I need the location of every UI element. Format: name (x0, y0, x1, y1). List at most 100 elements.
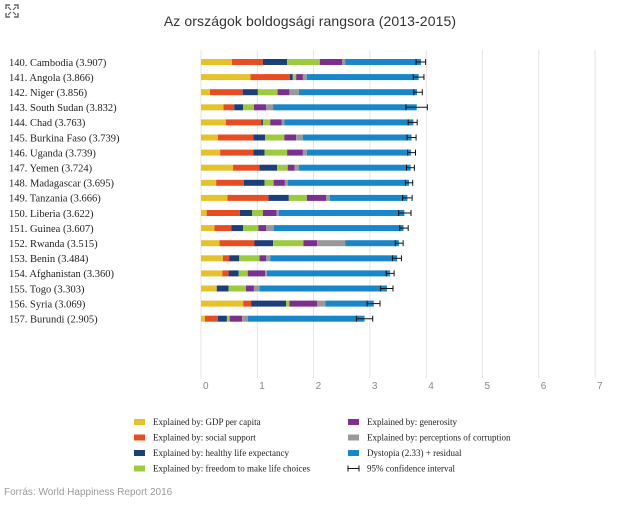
bar-segment (306, 194, 326, 201)
bar-segment (254, 240, 274, 247)
category-label: 143. South Sudan (3.832) (9, 103, 117, 114)
x-tick-label: 3 (372, 381, 378, 392)
legend-swatch (348, 450, 359, 456)
bar-segment (201, 59, 232, 65)
bar-segment (276, 210, 279, 216)
bar-segment (273, 179, 285, 186)
bar-segment (231, 225, 244, 232)
bar-segment (294, 164, 299, 171)
bar-segment (201, 270, 223, 277)
bar-segment (287, 59, 320, 65)
bar-segment (243, 104, 254, 111)
bar-segment (273, 104, 417, 111)
bar-segment (242, 89, 258, 96)
bar-segment (201, 149, 221, 156)
x-tick-label: 7 (597, 381, 603, 392)
bar-segment (247, 315, 365, 322)
category-label: 155. Togo (3.303) (9, 284, 85, 295)
bar-segment (266, 104, 274, 111)
bar-segment (201, 300, 244, 307)
bar-segment (259, 285, 387, 292)
bar-segment (201, 210, 207, 216)
bar-segment (216, 179, 244, 186)
bar-segment (257, 89, 278, 96)
category-label: 145. Burkina Faso (3.739) (9, 133, 120, 144)
bar-segment (266, 225, 274, 232)
x-tick-label: 1 (259, 381, 265, 392)
category-label: 156. Syria (3.069) (9, 299, 86, 310)
category-label: 148. Madagascar (3.695) (9, 179, 114, 190)
bar-segment (229, 255, 240, 262)
bar-segment (284, 179, 288, 186)
bar-segment (201, 179, 217, 186)
bar-segment (253, 134, 266, 141)
bar-segment (210, 89, 243, 96)
bar-segment (217, 315, 227, 322)
legend-swatch (134, 465, 145, 472)
bar-segment (306, 74, 419, 81)
bar-segment (252, 210, 263, 216)
bar-segment (225, 119, 262, 126)
bar-segment (288, 194, 307, 201)
bar-segment (273, 240, 304, 247)
legend-swatch (134, 434, 145, 441)
bar-segment (233, 164, 260, 171)
bar-segment (287, 149, 303, 156)
bar-segment (231, 59, 263, 65)
bar-segment (302, 74, 307, 81)
bar-segment (270, 255, 398, 262)
bar-segment (289, 300, 317, 307)
bar-segment (325, 194, 330, 201)
bar-segment (226, 315, 230, 322)
bar-segment (273, 225, 404, 232)
bar-segment (292, 74, 297, 81)
bar-segment (201, 164, 234, 171)
bar-segment (206, 210, 240, 216)
bar-segment (302, 149, 307, 156)
bar-segment (201, 104, 224, 111)
expand-icon[interactable] (4, 3, 20, 19)
bar-segment (201, 315, 205, 322)
category-label: 153. Benin (3.484) (9, 254, 89, 265)
bar-segment (258, 225, 267, 232)
bar-segment (201, 194, 228, 201)
bar-segment (243, 179, 265, 186)
bar-segment (201, 89, 211, 96)
bar-segment (250, 74, 290, 81)
x-tick-label: 5 (485, 381, 491, 392)
legend-swatch (134, 450, 145, 456)
bar-segment (262, 59, 288, 65)
bar-segment (201, 74, 251, 81)
bar-segment (298, 89, 417, 96)
bar-segment (265, 134, 285, 141)
bar-segment (259, 255, 267, 262)
bar-segment (259, 164, 278, 171)
legend-label: 95% confidence interval (367, 464, 455, 474)
bar-segment (253, 149, 265, 156)
bar-segment (217, 134, 254, 141)
bar-segment (287, 179, 410, 186)
bar-segment (247, 270, 266, 277)
bar-segment (289, 89, 299, 96)
bar-segment (262, 210, 277, 216)
bar-segment (277, 164, 288, 171)
bar-segment (296, 134, 303, 141)
category-label: 149. Tanzania (3.666) (9, 194, 101, 205)
bar-segment (219, 240, 255, 247)
bar-segment (302, 134, 412, 141)
bar-segment (342, 59, 346, 65)
category-label: 150. Liberia (3.622) (9, 209, 94, 220)
bar-segment (238, 270, 248, 277)
bar-segment (261, 119, 263, 126)
bar-segment (284, 119, 414, 126)
bar-segment (246, 285, 254, 292)
bar-segment (262, 119, 271, 126)
legend-label: Explained by: perceptions of corruption (367, 433, 511, 443)
bar-area (201, 59, 428, 322)
x-tick-label: 0 (203, 381, 209, 392)
bar-segment (222, 255, 230, 262)
bar-segment (243, 225, 259, 232)
category-label: 151. Guinea (3.607) (9, 224, 94, 235)
bar-segment (234, 104, 244, 111)
